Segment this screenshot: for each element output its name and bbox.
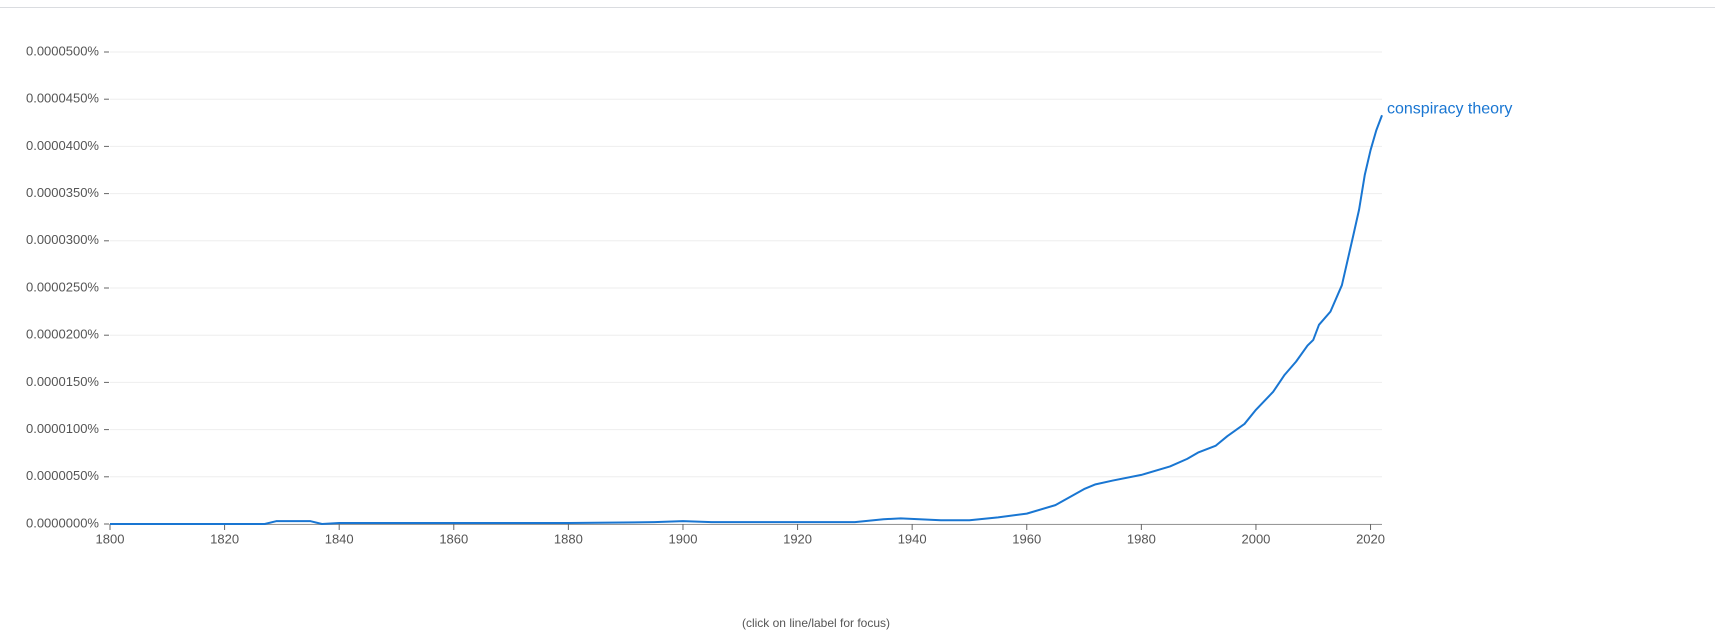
y-tick-label: 0.0000250% xyxy=(26,279,99,294)
y-tick-label: 0.0000350% xyxy=(26,185,99,200)
x-tick-label: 1900 xyxy=(669,531,698,546)
y-tick-label: 0.0000150% xyxy=(26,374,99,389)
y-tick-label: 0.0000300% xyxy=(26,232,99,247)
x-tick-label: 1880 xyxy=(554,531,583,546)
y-tick-label: 0.0000450% xyxy=(26,91,99,106)
x-tick-label: 2020 xyxy=(1356,531,1385,546)
y-tick-label: 0.0000400% xyxy=(26,138,99,153)
x-tick-label: 1940 xyxy=(898,531,927,546)
x-tick-label: 1820 xyxy=(210,531,239,546)
x-tick-label: 1920 xyxy=(783,531,812,546)
x-tick-label: 1860 xyxy=(439,531,468,546)
series-line[interactable] xyxy=(110,114,1383,525)
y-tick-label: 0.0000100% xyxy=(26,421,99,436)
x-tick-label: 1800 xyxy=(96,531,125,546)
x-tick-label: 1980 xyxy=(1127,531,1156,546)
footer-note: (click on line/label for focus) xyxy=(742,616,890,630)
y-tick-label: 0.0000200% xyxy=(26,327,99,342)
x-tick-label: 1960 xyxy=(1012,531,1041,546)
y-tick-label: 0.0000000% xyxy=(26,515,99,530)
y-tick-label: 0.0000050% xyxy=(26,468,99,483)
series-label[interactable]: conspiracy theory xyxy=(1387,100,1512,117)
x-tick-label: 1840 xyxy=(325,531,354,546)
y-tick-label: 0.0000500% xyxy=(26,43,99,58)
x-tick-label: 2000 xyxy=(1241,531,1270,546)
